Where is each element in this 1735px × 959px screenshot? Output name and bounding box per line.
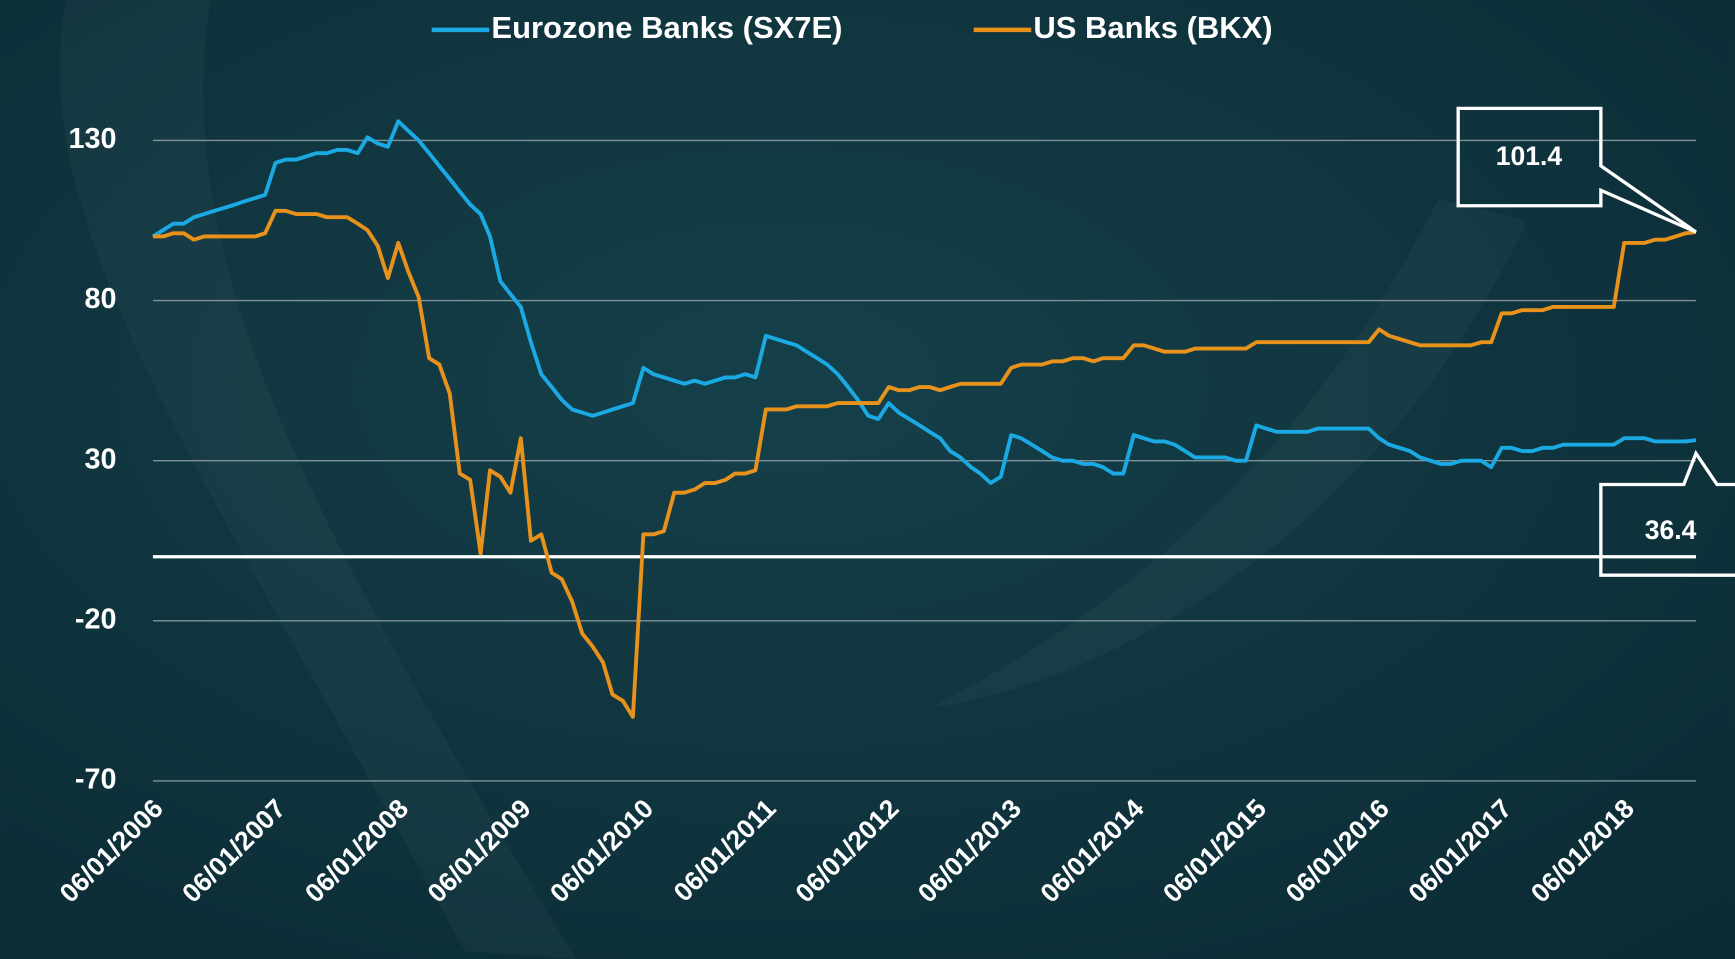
callout-label: 36.4 <box>1645 515 1697 545</box>
y-tick-label: 30 <box>84 443 116 475</box>
line-series <box>152 208 1697 719</box>
y-tick-label: -20 <box>75 603 117 635</box>
line-series <box>151 119 1697 485</box>
y-tick-label: 130 <box>68 123 116 155</box>
callout-label: 101.4 <box>1496 141 1563 171</box>
callout-box <box>1456 106 1697 234</box>
legend-label: US Banks (BKX) <box>1033 10 1272 45</box>
callout-box <box>1599 449 1735 577</box>
y-tick-label: -70 <box>75 764 117 796</box>
legend-label: Eurozone Banks (SX7E) <box>491 10 842 45</box>
y-tick-label: 80 <box>84 283 116 315</box>
